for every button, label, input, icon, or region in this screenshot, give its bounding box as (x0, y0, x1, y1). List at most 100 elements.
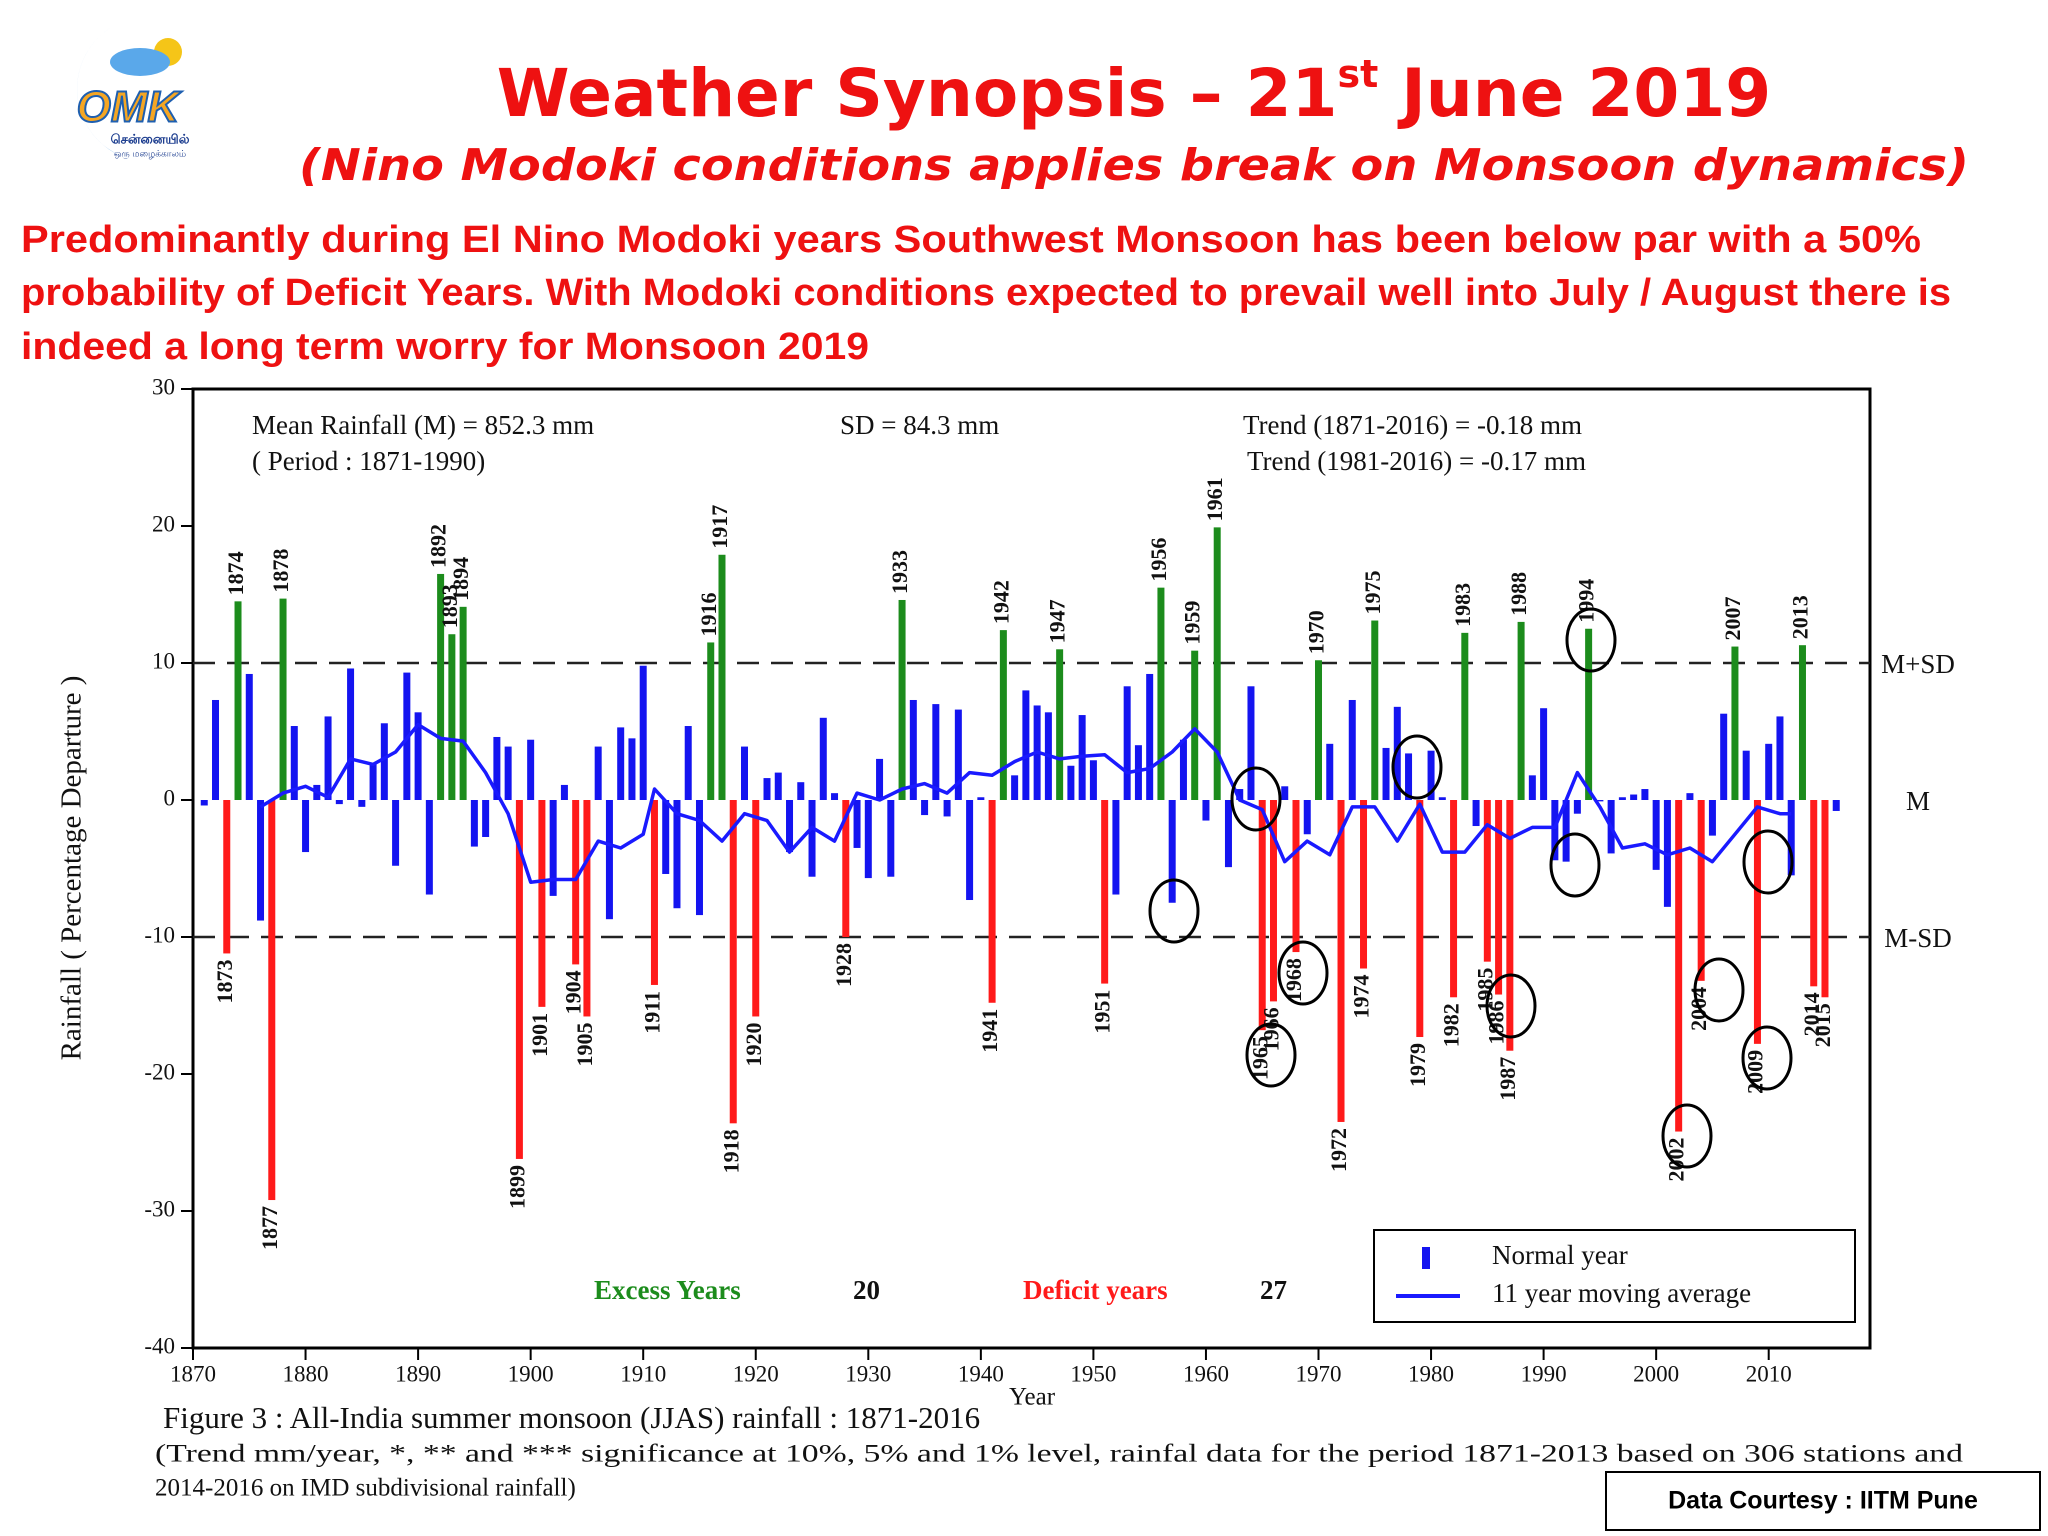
bar (1371, 620, 1379, 800)
x-tick-label: 1990 (1521, 1361, 1567, 1386)
bar-year-label: 2002 (1664, 1138, 1689, 1182)
bar (1269, 800, 1277, 1002)
circle (1742, 829, 1794, 895)
bar (1495, 800, 1503, 995)
bar (1697, 800, 1705, 981)
bar (245, 673, 253, 800)
bar (583, 800, 591, 1017)
bar (257, 800, 265, 921)
figure-note: 2014-2016 on IMD subdivisional rainfall) (155, 1475, 576, 1502)
x-tick-label: 1930 (845, 1361, 891, 1386)
circle (1230, 766, 1282, 832)
bar (448, 634, 456, 800)
bar (1202, 800, 1210, 821)
y-tick-label: -20 (144, 1059, 175, 1084)
bar (1213, 527, 1221, 800)
bar (684, 726, 692, 800)
x-tick-label: 2000 (1633, 1361, 1679, 1386)
bar-year-label: 1874 (223, 551, 248, 595)
bar (752, 800, 760, 1017)
bar (1056, 649, 1064, 800)
bar (1517, 621, 1525, 800)
legend-swatch (1422, 1247, 1430, 1269)
bar (1720, 713, 1728, 800)
bar (1472, 800, 1480, 827)
bar-year-label: 1918 (718, 1129, 743, 1173)
bar (1179, 739, 1187, 800)
y-tick-label: 20 (152, 511, 175, 536)
bar-year-label: 1979 (1405, 1043, 1430, 1087)
bar (1585, 628, 1593, 800)
bar-year-label: 1988 (1506, 572, 1531, 616)
bar (482, 800, 490, 837)
bar (1652, 800, 1660, 870)
bar (808, 800, 816, 877)
bar (493, 736, 501, 800)
reference-label: M+SD (1881, 649, 1955, 679)
y-tick-label: 10 (152, 648, 175, 673)
bar (1112, 800, 1120, 895)
bar (1810, 800, 1818, 987)
summary-label: Excess Years (594, 1275, 741, 1305)
bar (1022, 690, 1030, 800)
bar (1483, 800, 1491, 962)
bar (662, 800, 670, 874)
bar (1776, 716, 1784, 800)
logo: OMK சென்னையில் ஒரு மழைக்காலம் (76, 28, 190, 162)
x-tick-label: 1900 (508, 1361, 554, 1386)
bar (1731, 646, 1739, 800)
bar (392, 800, 400, 866)
bar (763, 778, 771, 800)
bar (1641, 789, 1649, 800)
moving-average-line (259, 722, 1792, 884)
y-tick-label: -10 (144, 922, 175, 947)
bar-year-label: 2007 (1720, 597, 1745, 641)
bar (459, 606, 467, 800)
title-text: Weather Synopsis – 21 (497, 55, 1338, 132)
bar (1821, 800, 1829, 998)
bar (1562, 800, 1570, 862)
bar (223, 800, 231, 954)
circle (1565, 607, 1617, 673)
bar (1787, 800, 1795, 876)
stat-annotation: Mean Rainfall (M) = 852.3 mm (252, 410, 594, 440)
bar (437, 573, 445, 800)
bar-year-label: 1974 (1349, 975, 1374, 1019)
bar (988, 800, 996, 1003)
bar (324, 716, 332, 800)
bar (1618, 797, 1626, 800)
summary-value: 27 (1260, 1275, 1287, 1305)
chart: -40 -30 -20 -10 0 10 20 30 1870 1880 1890 1900 1910 1… (56, 374, 1955, 1410)
stat-annotation: ( Period : 1871-1990) (252, 446, 485, 476)
plot-frame (191, 387, 1872, 1350)
x-tick-label: 1980 (1408, 1361, 1454, 1386)
bar (358, 800, 366, 807)
bar (1101, 800, 1109, 984)
bar (786, 800, 794, 853)
bar (1337, 800, 1345, 1122)
bar (1067, 765, 1075, 800)
bar (1798, 645, 1806, 800)
bar-year-label: 1985 (1472, 968, 1497, 1012)
y-tick-label: 0 (164, 785, 176, 810)
legend-label: 11 year moving average (1492, 1278, 1751, 1308)
bar (1281, 786, 1289, 800)
bar (617, 727, 625, 800)
bar-year-label: 1951 (1090, 990, 1115, 1034)
paragraph-line: probability of Deficit Years. With Modok… (21, 272, 1951, 314)
bar-year-label: 1892 (426, 524, 451, 568)
bar (932, 704, 940, 800)
bar-year-label: 1916 (696, 592, 721, 636)
bar-year-label: 1987 (1495, 1057, 1520, 1101)
bar-year-label: 1956 (1146, 538, 1171, 582)
bar (1506, 800, 1514, 1051)
bar (234, 601, 242, 800)
bar-year-label: 1878 (268, 549, 293, 593)
bar-year-label: 1873 (212, 959, 237, 1003)
bar (831, 793, 839, 800)
circle (1693, 957, 1745, 1023)
bar (774, 772, 782, 800)
bar (1461, 632, 1469, 800)
bar (549, 800, 557, 896)
circle (1549, 832, 1601, 898)
